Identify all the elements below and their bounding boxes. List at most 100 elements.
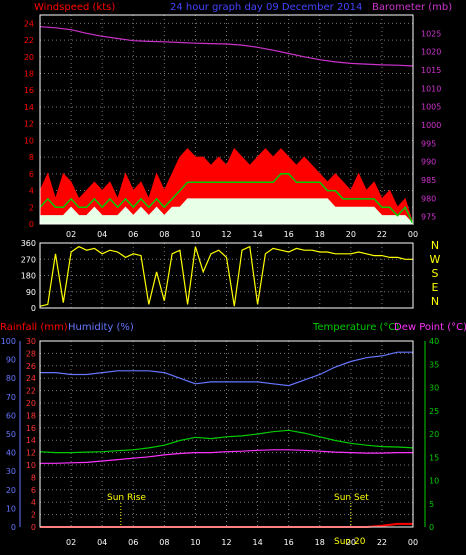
rainfall-tick-label: 14 (26, 436, 36, 445)
wind-direction-series (39, 245, 413, 307)
x-tick-label: 12 (221, 538, 231, 547)
humidity-tick-label: 0 (11, 523, 16, 532)
humidity-series (40, 351, 413, 387)
wind-tick-label: 8 (29, 153, 34, 162)
humidity-tick-label: 90 (6, 356, 16, 365)
x-tick-label: 06 (128, 230, 138, 239)
wind-tick-label: 16 (24, 86, 34, 95)
wind-tick-label: 6 (29, 170, 34, 179)
temperature-tick-label: 25 (429, 407, 439, 416)
rainfall-tick-label: 4 (31, 498, 36, 507)
direction-tick-label: 180 (21, 272, 36, 281)
sunrise-label: Sun Rise (107, 493, 146, 503)
rainfall-tick-label: 16 (26, 424, 36, 433)
barometer-tick-label: 1025 (421, 29, 441, 38)
barometer-tick-label: 1000 (421, 121, 441, 130)
x-tick-label: 20 (346, 538, 356, 547)
rainfall-tick-label: 30 (26, 337, 36, 346)
humidity-tick-label: 10 (6, 504, 16, 513)
direction-tick-label: 270 (21, 255, 36, 264)
barometer-axis-title: Barometer (mb) (372, 2, 452, 13)
x-tick-label: 08 (159, 230, 169, 239)
direction-tick-label: 0 (31, 304, 36, 313)
humidity-tick-label: 50 (6, 430, 16, 439)
barometer-tick-label: 1020 (421, 48, 441, 57)
barometer-tick-label: 995 (421, 139, 436, 148)
windspeed-axis-title: Windspeed (kts) (34, 2, 115, 13)
x-tick-label: 14 (252, 538, 262, 547)
humidity-tick-label: 40 (6, 449, 16, 458)
barometer-tick-label: 1015 (421, 66, 441, 75)
rain-humidity-temperature-chart: 0102030405060708090100024681012141618202… (1, 337, 439, 547)
rainfall-tick-label: 0 (31, 523, 36, 532)
barometer-tick-label: 980 (421, 194, 436, 203)
barometer-tick-label: 985 (421, 176, 436, 185)
barometer-series (39, 26, 414, 67)
x-tick-label: 04 (97, 230, 107, 239)
wind-barometer-chart: 0246810121416182022249759809859909951000… (24, 14, 441, 239)
compass-label: E (432, 281, 439, 294)
x-tick-label: 10 (190, 538, 200, 547)
wind-tick-label: 22 (24, 36, 34, 45)
compass-label: S (432, 267, 439, 280)
temperature-tick-label: 0 (429, 523, 434, 532)
humidity-tick-label: 20 (6, 486, 16, 495)
humidity-tick-label: 60 (6, 411, 16, 420)
x-tick-label: 16 (284, 230, 294, 239)
humidity-tick-label: 30 (6, 467, 16, 476)
temperature-tick-label: 10 (429, 477, 439, 486)
x-tick-label: 20 (346, 230, 356, 239)
x-tick-label: 22 (377, 230, 387, 239)
temperature-axis-title: Temperature (°C) (312, 322, 399, 333)
rainfall-tick-label: 10 (26, 461, 36, 470)
wind-tick-label: 24 (24, 19, 34, 28)
plot-frame (39, 14, 414, 225)
sunset-label: Sun Set (334, 493, 369, 503)
x-tick-label: 00 (408, 538, 418, 547)
x-tick-label: 22 (377, 538, 387, 547)
rainfall-tick-label: 18 (26, 411, 36, 420)
rainfall-tick-label: 2 (31, 511, 36, 520)
x-tick-label: 16 (284, 538, 294, 547)
x-tick-label: 10 (190, 230, 200, 239)
wind-tick-label: 10 (24, 136, 34, 145)
plot-frame (39, 242, 414, 309)
x-tick-label: 04 (97, 538, 107, 547)
wind-average-series (39, 173, 414, 225)
dewpoint-axis-title: Dew Point (°C) (394, 322, 466, 333)
rainfall-tick-label: 6 (31, 486, 36, 495)
wind-tick-label: 14 (24, 103, 34, 112)
direction-tick-label: 90 (26, 288, 36, 297)
compass-label: N (431, 295, 439, 308)
x-tick-label: 06 (128, 538, 138, 547)
rainfall-tick-label: 24 (26, 374, 36, 383)
x-tick-label: 18 (315, 230, 325, 239)
humidity-axis-title: Humidity (%) (68, 322, 134, 333)
humidity-tick-label: 100 (1, 337, 16, 346)
rainfall-tick-label: 20 (26, 399, 36, 408)
wind-tick-label: 2 (29, 203, 34, 212)
x-tick-label: 02 (66, 538, 76, 547)
rainfall-tick-label: 28 (26, 349, 36, 358)
wind-tick-label: 4 (29, 187, 34, 196)
wind-min-series (39, 198, 415, 225)
wind-tick-label: 0 (29, 220, 34, 229)
graph-title: 24 hour graph day 09 December 2014 (170, 2, 362, 13)
temperature-tick-label: 15 (429, 453, 439, 462)
barometer-tick-label: 975 (421, 213, 436, 222)
temperature-tick-label: 5 (429, 500, 434, 509)
temperature-tick-label: 35 (429, 360, 439, 369)
x-tick-label: 08 (159, 538, 169, 547)
compass-label: W (430, 253, 441, 266)
barometer-tick-label: 1005 (421, 103, 441, 112)
humidity-tick-label: 70 (6, 393, 16, 402)
x-tick-label: 00 (408, 230, 418, 239)
humidity-tick-label: 80 (6, 374, 16, 383)
barometer-tick-label: 1010 (421, 84, 441, 93)
direction-tick-label: 360 (21, 239, 36, 248)
x-tick-label: 12 (221, 230, 231, 239)
rainfall-tick-label: 8 (31, 473, 36, 482)
wind-tick-label: 12 (24, 120, 34, 129)
